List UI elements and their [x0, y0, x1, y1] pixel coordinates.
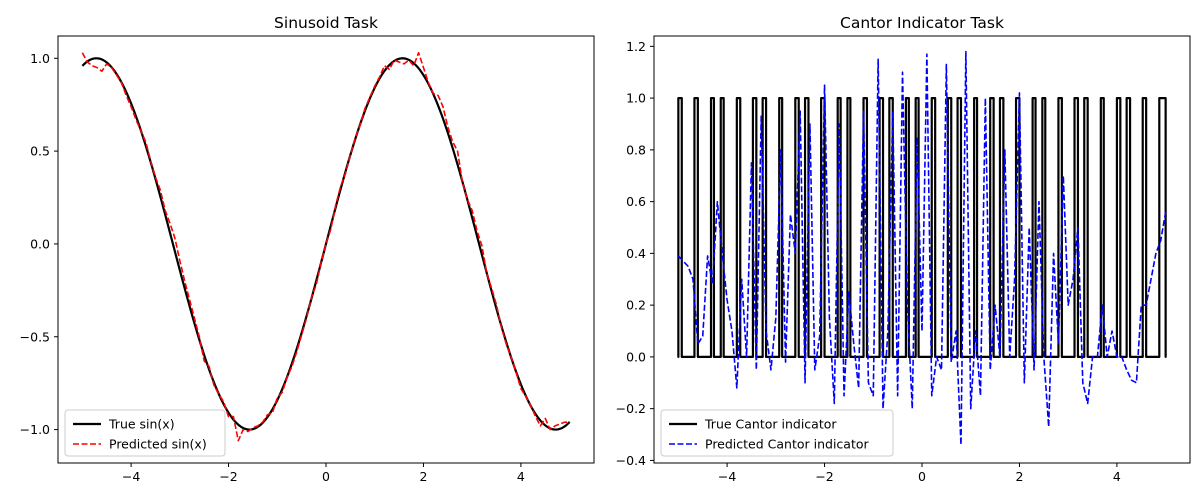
series-line-1	[677, 97, 1167, 358]
chart-title: Cantor Indicator Task	[840, 14, 1004, 32]
y-tick-label: 0.6	[626, 194, 646, 209]
y-tick-label: 1.2	[626, 39, 646, 54]
y-tick-label: 1.0	[30, 51, 50, 66]
subplot-2: −4 −2 0 2 4 −0.4 −0.2 0.0 0.2 0.4 0.6 0.8 1.0 1.2 Cant…	[616, 14, 1191, 484]
x-tick-label: 2	[419, 469, 427, 484]
x-tick-label: 2	[1015, 469, 1023, 484]
y-tick-label: −0.2	[616, 401, 646, 416]
subplot-1: −4 −2 0 2 4 −1.0 −0.5 0.0 0.5 1.0 Sinusoid Task Tru…	[20, 14, 595, 484]
legend-box	[64, 409, 226, 457]
series-group	[81, 51, 571, 442]
x-tick-label: −4	[718, 469, 736, 484]
series-group	[677, 50, 1167, 446]
series-line-2	[677, 50, 1167, 446]
legend-label-2: Predicted Cantor indicator	[705, 437, 870, 452]
x-tick-label: 0	[322, 469, 330, 484]
legend-label-2: Predicted sin(x)	[109, 437, 207, 452]
y-tick-label: −0.5	[20, 329, 50, 344]
x-tick-label: −4	[122, 469, 140, 484]
x-tick-label: −2	[815, 469, 833, 484]
series-line-2	[81, 51, 570, 442]
y-tick-label: 1.0	[626, 91, 646, 106]
y-tick-label: 0.4	[626, 246, 646, 261]
y-tick-label: 0.2	[626, 298, 646, 313]
y-tick-label: 0.5	[30, 144, 50, 159]
y-tick-label: 0.0	[626, 349, 646, 364]
legend-label-1: True Cantor indicator	[704, 417, 837, 432]
x-tick-label: 0	[918, 469, 926, 484]
y-tick-label: 0.0	[30, 236, 50, 251]
x-tick-label: 4	[1113, 469, 1121, 484]
y-tick-label: 0.8	[626, 142, 646, 157]
chart-title: Sinusoid Task	[274, 14, 378, 32]
x-tick-label: −2	[219, 469, 237, 484]
x-tick-label: 4	[517, 469, 525, 484]
y-tick-label: −0.4	[616, 453, 646, 468]
y-tick-label: −1.0	[20, 422, 50, 437]
legend-label-1: True sin(x)	[108, 417, 175, 432]
legend-box	[660, 409, 894, 457]
